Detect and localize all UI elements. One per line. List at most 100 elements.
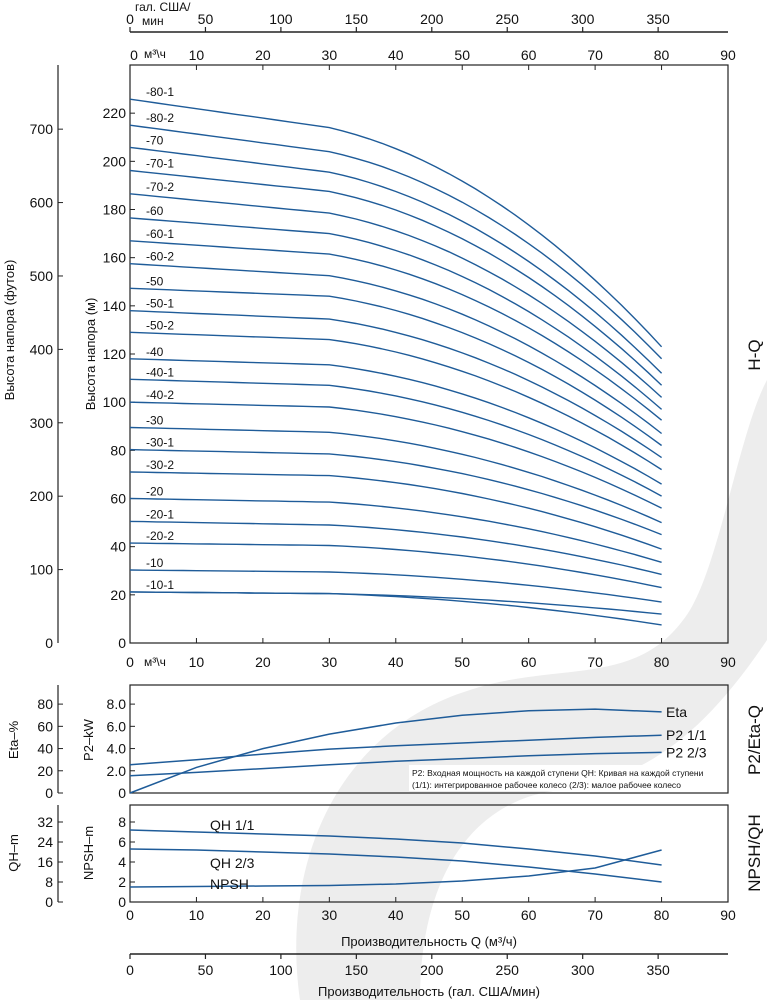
top-gpm-tick-label: 200	[420, 11, 444, 27]
p2eta-curve	[129, 734, 662, 766]
bottom-gpm-tick-label: 0	[126, 962, 134, 978]
hq-curve	[129, 448, 662, 536]
hq-xtick-label: 20	[255, 654, 271, 670]
hq-curve-label: -20-1	[146, 507, 174, 521]
npsh-xtick-label: 30	[322, 907, 338, 923]
hq-curve	[129, 591, 662, 626]
eta-ylabel: Eta–%	[6, 720, 21, 759]
hq-curve-label: -20-2	[146, 529, 174, 543]
p2-ytick-label: 2.0	[107, 763, 127, 779]
hq-curve	[129, 98, 663, 348]
hq-ytick-label: 160	[103, 250, 127, 266]
hq-feet-tick-label: 300	[30, 415, 54, 431]
hq-curve	[129, 287, 663, 447]
top-flow-tick-label: 30	[322, 47, 338, 63]
hq-curve-label: -20	[146, 485, 164, 499]
top-gpm-tick-label: 0	[126, 11, 134, 27]
bottom-gpm-title: Производительность (гал. США/мин)	[318, 984, 540, 999]
side-label-npshqh: NPSH/QH	[745, 814, 764, 891]
qh-ylabel: QH–m	[6, 834, 21, 872]
top-flow-tick-label: 50	[454, 47, 470, 63]
hq-xtick-label: 70	[587, 654, 603, 670]
p2eta-panel: P2–kW Eta–% 0 2.0 4.0 6.0 8.0 0 20 40 60 80 Eta P…	[6, 684, 764, 801]
top-gpm-tick-label: 250	[496, 11, 520, 27]
hq-curve-label: -50-1	[146, 297, 174, 311]
bottom-gpm-tick-label: 250	[496, 962, 520, 978]
hq-panel: Высота напора (м) Высота напора (футов) …	[2, 64, 764, 670]
p2eta-series-label: Eta	[666, 704, 687, 720]
hq-curve	[129, 471, 662, 550]
npsh-xtick-label: 40	[388, 907, 404, 923]
top-flow-unit: м³\ч	[144, 47, 166, 61]
npsh-ytick-label: 6	[118, 834, 126, 850]
npsh-xtick-label: 80	[654, 907, 670, 923]
hq-curve	[129, 426, 662, 524]
npshqh-series-label: NPSH	[210, 876, 249, 892]
eta-ytick-label: 80	[37, 696, 53, 712]
npshqh-series-label: QH 2/3	[210, 855, 255, 871]
hq-curve	[129, 263, 663, 435]
top-flow-tick-label: 70	[587, 47, 603, 63]
top-gpm-tick-label: 150	[345, 11, 369, 27]
hq-ytick-label: 0	[118, 635, 126, 651]
hq-curve	[129, 146, 663, 374]
top-gpm-tick-label: 350	[646, 11, 670, 27]
top-flow-tick-label: 0	[130, 47, 138, 63]
hq-curve	[129, 124, 663, 360]
hq-frame	[129, 64, 729, 644]
qh-ytick-label: 24	[37, 834, 53, 850]
bottom-gpm-tick-label: 150	[345, 962, 369, 978]
hq-curve	[129, 520, 662, 576]
npsh-ylabel: NPSH–m	[81, 826, 96, 880]
bottom-gpm-tick-label: 100	[269, 962, 293, 978]
hq-curve-label: -30-1	[146, 436, 174, 450]
npsh-xtick-label: 10	[189, 907, 205, 923]
hq-xtick-label: 0	[126, 654, 134, 670]
hq-xtick-label: 10	[189, 654, 205, 670]
hq-curve-label: -40	[146, 345, 164, 359]
hq-curve-label: -30-2	[146, 458, 174, 472]
hq-curve-label: -80-1	[146, 85, 174, 99]
hq-curve	[129, 331, 662, 471]
top-gpm-title-line2: мин	[142, 14, 164, 28]
top-gpm-tick-label: 50	[198, 11, 214, 27]
npsh-xtick-label: 70	[587, 907, 603, 923]
eta-ytick-label: 40	[37, 741, 53, 757]
note-line2: (1/1): интегрированное рабочее колесо (2…	[412, 780, 681, 790]
top-gpm-axis: гал. США/ мин 0 50 100 150 200 250 300 350	[126, 0, 728, 33]
bottom-gpm-tick-label: 50	[198, 962, 214, 978]
side-label-hq: H-Q	[745, 339, 764, 370]
npsh-xtick-label: 20	[255, 907, 271, 923]
hq-xtick-label: 50	[454, 654, 470, 670]
top-gpm-title-line1: гал. США/	[135, 0, 191, 14]
hq-curve-label: -60	[146, 204, 164, 218]
p2eta-series-label: P2 2/3	[666, 744, 707, 760]
qh-ytick-label: 8	[45, 874, 53, 890]
p2-ylabel: P2–kW	[81, 718, 96, 761]
p2-note: P2: Входная мощность на каждой ступени Q…	[409, 765, 717, 791]
hq-feet-tick-label: 100	[30, 562, 54, 578]
hq-x-unit: м³\ч	[144, 655, 166, 669]
npsh-xtick-label: 60	[521, 907, 537, 923]
hq-curve-label: -10-1	[146, 578, 174, 592]
p2-ytick-label: 0	[118, 785, 126, 801]
hq-curve-label: -40-1	[146, 365, 174, 379]
top-flow-tick-label: 10	[189, 47, 205, 63]
p2eta-curve	[129, 751, 662, 777]
p2-ytick-label: 4.0	[107, 741, 127, 757]
hq-curve	[129, 240, 663, 421]
qh-ytick-label: 16	[37, 854, 53, 870]
bottom-gpm-tick-label: 300	[571, 962, 595, 978]
p2eta-frame	[129, 684, 729, 794]
hq-curve-label: -50	[146, 274, 164, 288]
hq-xtick-label: 90	[720, 654, 736, 670]
npshqh-series-label: QH 1/1	[210, 817, 255, 833]
npsh-xtick-label: 50	[454, 907, 470, 923]
hq-ytick-label: 140	[103, 298, 127, 314]
hq-ytick-label: 40	[110, 539, 126, 555]
p2eta-curve	[129, 708, 662, 794]
npsh-xtick-label: 90	[720, 907, 736, 923]
hq-curve	[129, 358, 662, 485]
npsh-xtick-label: 0	[126, 907, 134, 923]
